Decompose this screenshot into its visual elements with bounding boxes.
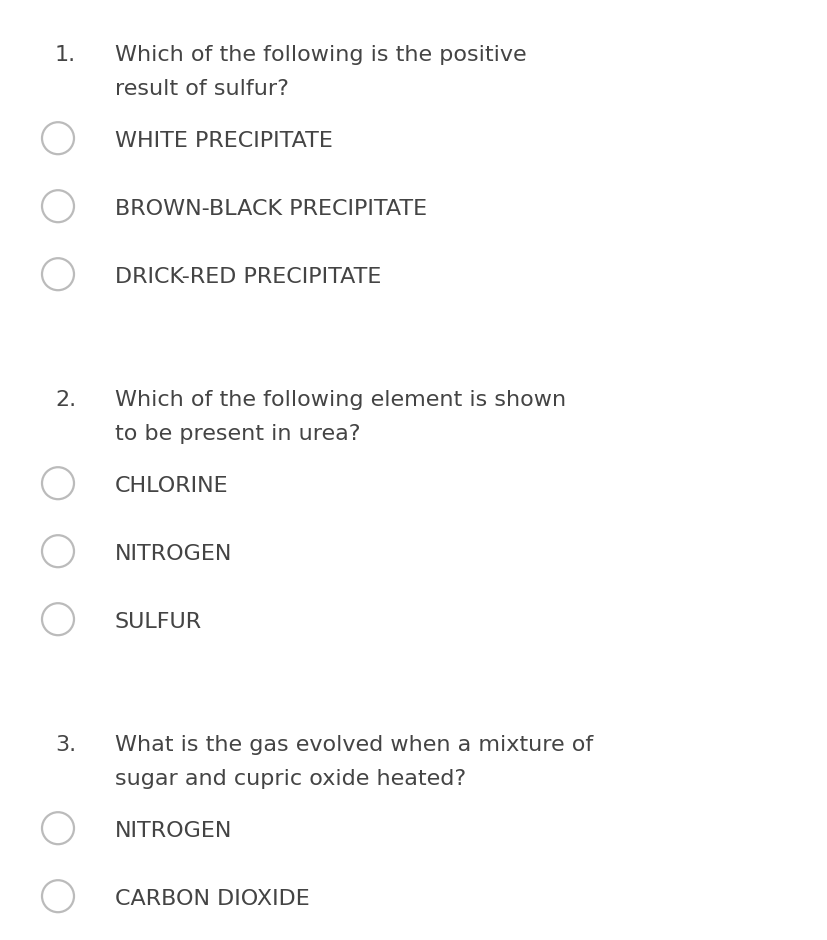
- Text: NITROGEN: NITROGEN: [115, 821, 232, 841]
- Text: Which of the following is the positive: Which of the following is the positive: [115, 45, 526, 65]
- Text: CHLORINE: CHLORINE: [115, 476, 228, 496]
- Text: NITROGEN: NITROGEN: [115, 544, 232, 564]
- Text: What is the gas evolved when a mixture of: What is the gas evolved when a mixture o…: [115, 735, 592, 755]
- Text: DRICK-RED PRECIPITATE: DRICK-RED PRECIPITATE: [115, 267, 381, 287]
- Text: sugar and cupric oxide heated?: sugar and cupric oxide heated?: [115, 769, 466, 789]
- Text: 3.: 3.: [55, 735, 76, 755]
- Text: 1.: 1.: [55, 45, 76, 65]
- Text: SULFUR: SULFUR: [115, 612, 202, 632]
- Text: BROWN-BLACK PRECIPITATE: BROWN-BLACK PRECIPITATE: [115, 199, 427, 219]
- Text: CARBON DIOXIDE: CARBON DIOXIDE: [115, 889, 309, 909]
- Text: to be present in urea?: to be present in urea?: [115, 424, 360, 444]
- Text: result of sulfur?: result of sulfur?: [115, 79, 289, 99]
- Text: WHITE PRECIPITATE: WHITE PRECIPITATE: [115, 131, 332, 151]
- Text: Which of the following element is shown: Which of the following element is shown: [115, 390, 566, 410]
- Text: 2.: 2.: [55, 390, 76, 410]
